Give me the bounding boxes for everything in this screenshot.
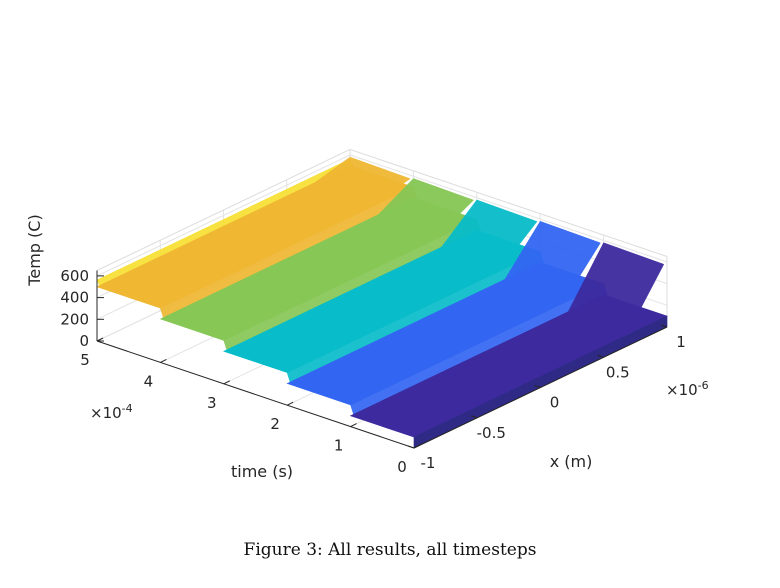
time-tick-label: 3 — [207, 394, 217, 412]
z-tick-label: 600 — [60, 267, 89, 285]
surface-edge-peak — [314, 156, 411, 204]
time-tick-mark — [160, 358, 167, 363]
time-tick-label: 1 — [334, 437, 344, 455]
surface-plot: 0 1 2 3 4 5 -1 -0.5 0 0.5 1 0 200 400 600 time (s) x (m)… — [25, 149, 709, 481]
surface-edge-peak — [377, 178, 475, 236]
grid-line — [349, 154, 668, 263]
x-tick-mark — [660, 324, 668, 328]
surface-edge-peak — [504, 220, 601, 301]
time-tick-label: 2 — [270, 415, 280, 433]
time-tick-label: 5 — [80, 351, 90, 369]
box-edge — [349, 149, 668, 257]
surface-edge-peak — [440, 199, 538, 268]
x-tick-mark — [471, 415, 478, 419]
x-axis-exponent: ×10-6 — [666, 379, 709, 399]
time-tick-mark — [223, 380, 231, 385]
x-tick-mark — [597, 354, 604, 358]
x-tick-label: -0.5 — [477, 424, 506, 442]
time-axis-exponent: ×10-4 — [90, 402, 133, 422]
time-axis-line — [96, 340, 415, 449]
z-axis-label: Temp (C) — [25, 214, 44, 286]
time-tick-label: 0 — [397, 458, 407, 476]
x-axis-label: x (m) — [550, 452, 593, 471]
axes: 0 1 2 3 4 5 -1 -0.5 0 0.5 1 0 200 400 600 time (s) x (m)… — [25, 214, 709, 481]
surface-edge-peak — [567, 242, 665, 333]
x-tick-label: 0.5 — [606, 363, 630, 381]
z-tick-label: 0 — [79, 332, 89, 350]
time-tick-label: 4 — [144, 372, 154, 390]
x-tick-mark — [407, 445, 415, 449]
time-tick-mark — [413, 444, 421, 449]
figure-caption: Figure 3: All results, all timesteps — [243, 540, 537, 560]
grid-line — [96, 154, 351, 277]
time-tick-mark — [286, 401, 294, 406]
z-tick-label: 200 — [60, 310, 89, 328]
box-edge — [96, 149, 351, 271]
surface — [96, 156, 668, 449]
time-tick-mark — [350, 423, 357, 428]
x-tick-label: 1 — [676, 333, 686, 351]
x-tick-label: -1 — [421, 454, 436, 472]
z-tick-label: 400 — [60, 289, 89, 307]
time-axis-label: time (s) — [231, 462, 293, 481]
x-tick-mark — [534, 385, 541, 388]
x-tick-label: 0 — [550, 394, 560, 412]
